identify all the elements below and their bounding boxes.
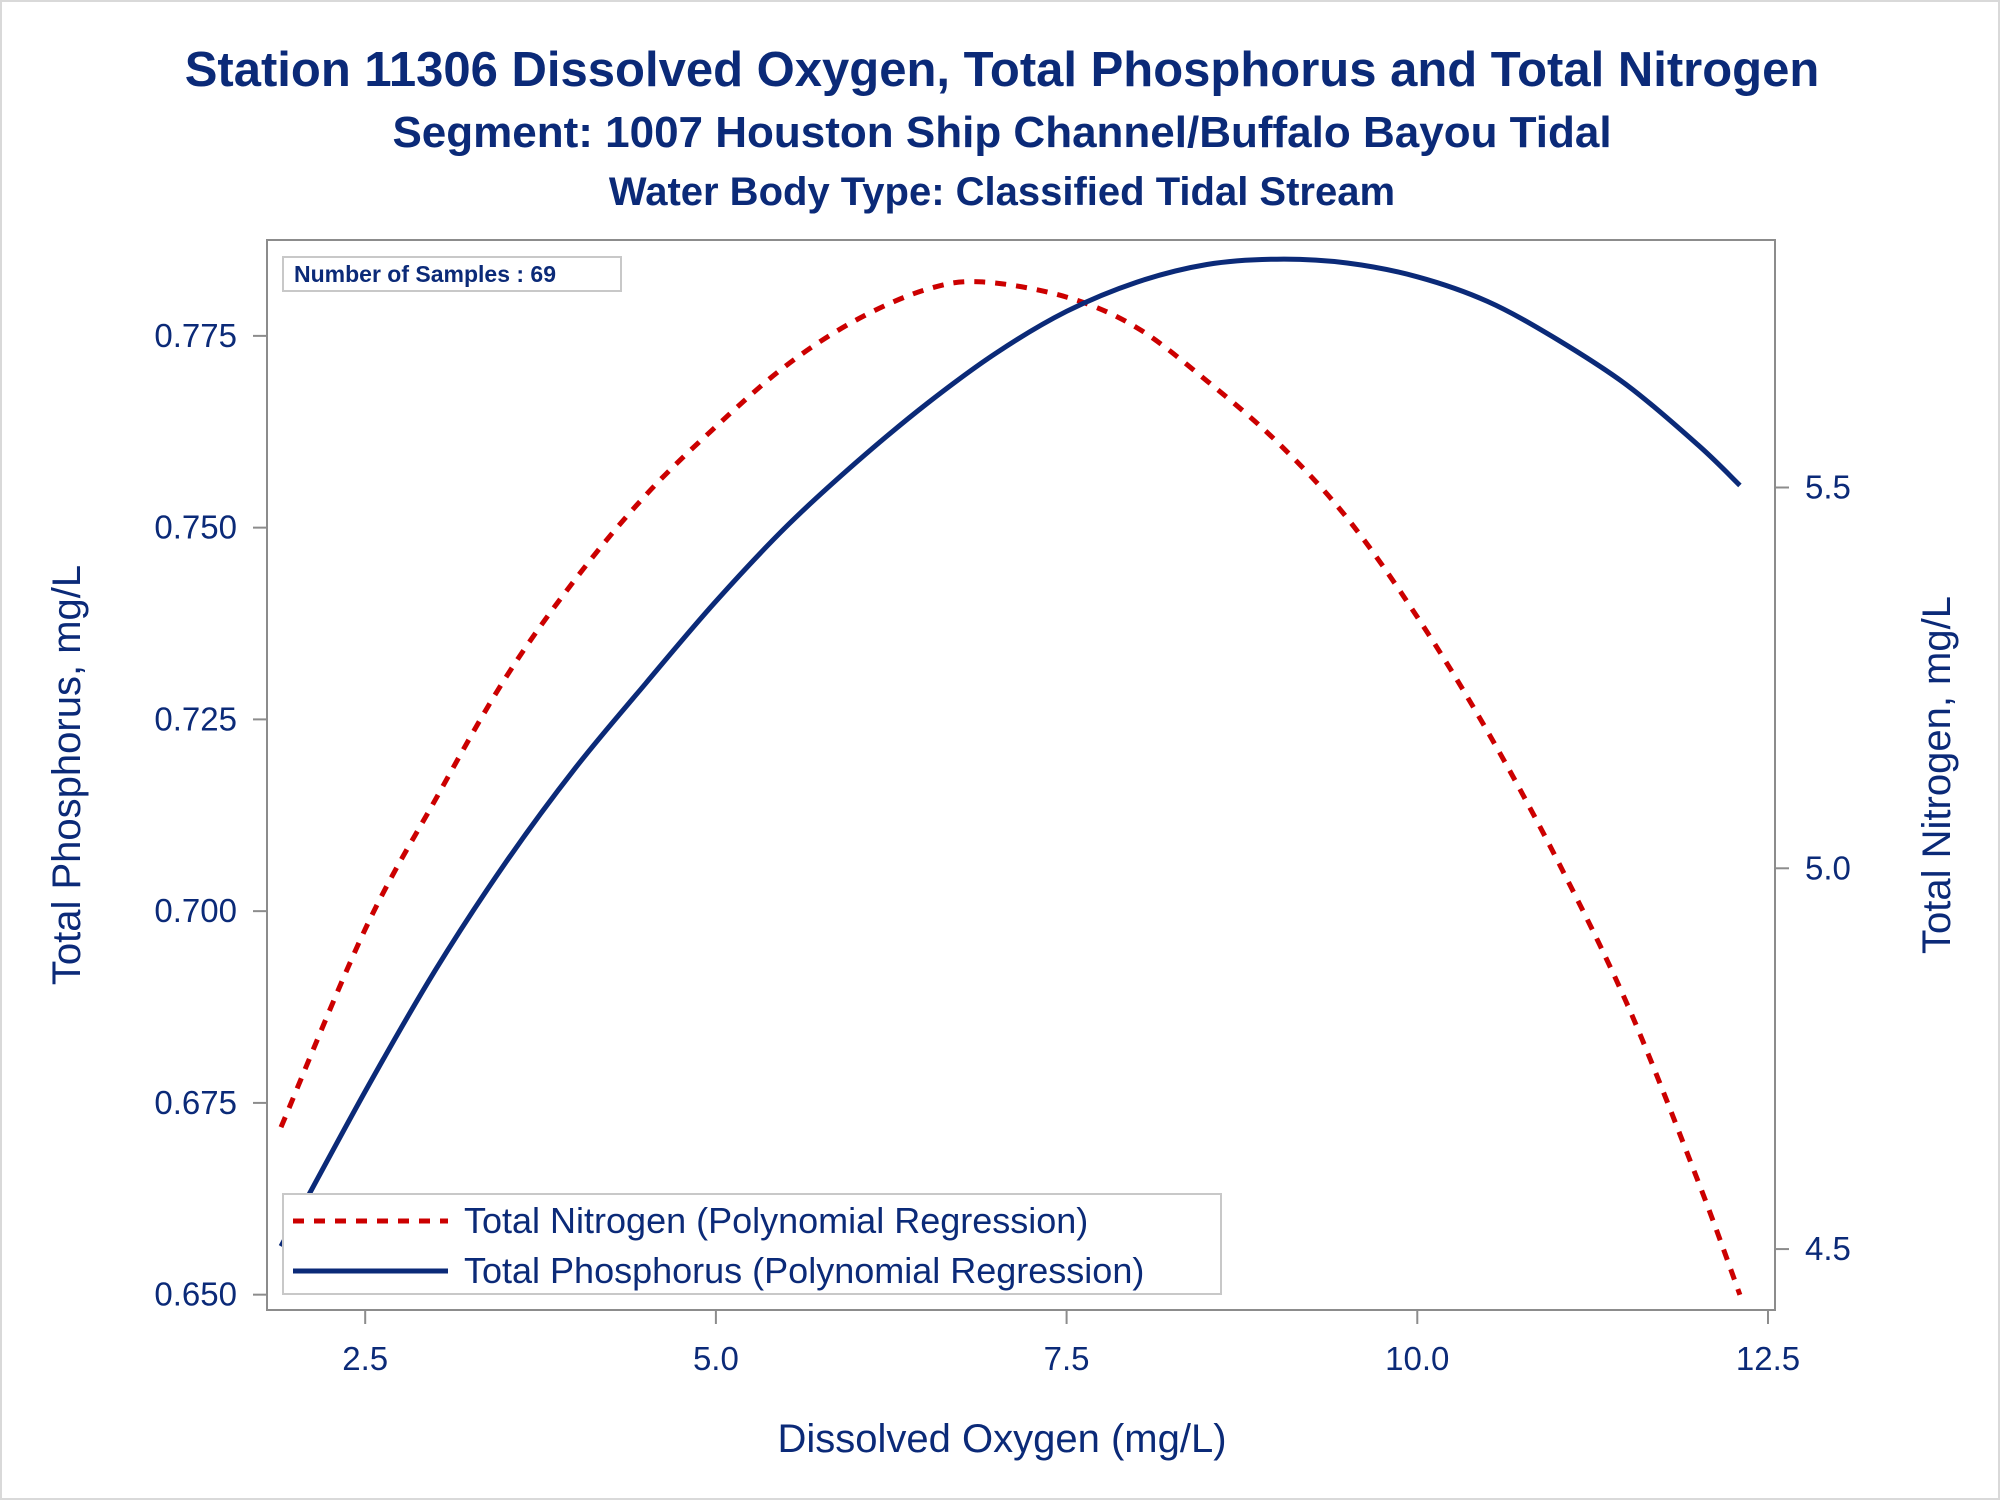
x-axis: 2.5 5.0 7.5 10.0 12.5 [342, 1310, 1800, 1377]
sample-count-label: Number of Samples : 69 [294, 261, 556, 287]
chart-title: Station 11306 Dissolved Oxygen, Total Ph… [184, 43, 1820, 97]
plot-area [266, 239, 1776, 1311]
y-axis-left: 0.650 0.675 0.700 0.725 0.750 0.775 [154, 317, 267, 1313]
y-left-tick-label: 0.775 [154, 317, 237, 354]
y-left-tick-label: 0.750 [154, 509, 237, 546]
y-axis-left-label: Total Phosphorus, mg/L [45, 565, 89, 985]
chart-subtitle-segment: Segment: 1007 Houston Ship Channel/Buffa… [392, 108, 1612, 157]
legend-label-nitrogen: Total Nitrogen (Polynomial Regression) [464, 1200, 1088, 1241]
chart-subtitle-water-body: Water Body Type: Classified Tidal Stream [608, 170, 1396, 214]
legend: Total Nitrogen (Polynomial Regression) T… [282, 1193, 1222, 1295]
x-tick-label: 12.5 [1736, 1340, 1800, 1377]
y-left-tick-label: 0.725 [154, 700, 237, 737]
legend-box [282, 1193, 1222, 1295]
x-tick-label: 2.5 [342, 1340, 388, 1377]
y-axis-right: 4.5 5.0 5.5 [1775, 469, 1851, 1267]
series-line-nitrogen [278, 279, 1743, 1296]
y-right-tick-label: 5.0 [1805, 849, 1851, 886]
legend-label-phosphorus: Total Phosphorus (Polynomial Regression) [464, 1250, 1144, 1291]
x-tick-label: 5.0 [693, 1340, 739, 1377]
y-left-tick-label: 0.650 [154, 1276, 237, 1313]
series-layer [278, 256, 1743, 1296]
y-axis-right-label: Total Nitrogen, mg/L [1915, 596, 1959, 954]
y-left-tick-label: 0.700 [154, 892, 237, 929]
y-right-tick-label: 4.5 [1805, 1230, 1851, 1267]
x-axis-label: Dissolved Oxygen (mg/L) [777, 1417, 1226, 1461]
x-tick-label: 10.0 [1385, 1340, 1449, 1377]
x-tick-label: 7.5 [1044, 1340, 1090, 1377]
y-left-tick-label: 0.675 [154, 1084, 237, 1121]
y-right-tick-label: 5.5 [1805, 469, 1851, 506]
sample-count-inset: Number of Samples : 69 [282, 256, 622, 292]
series-line-phosphorus [278, 256, 1742, 1248]
